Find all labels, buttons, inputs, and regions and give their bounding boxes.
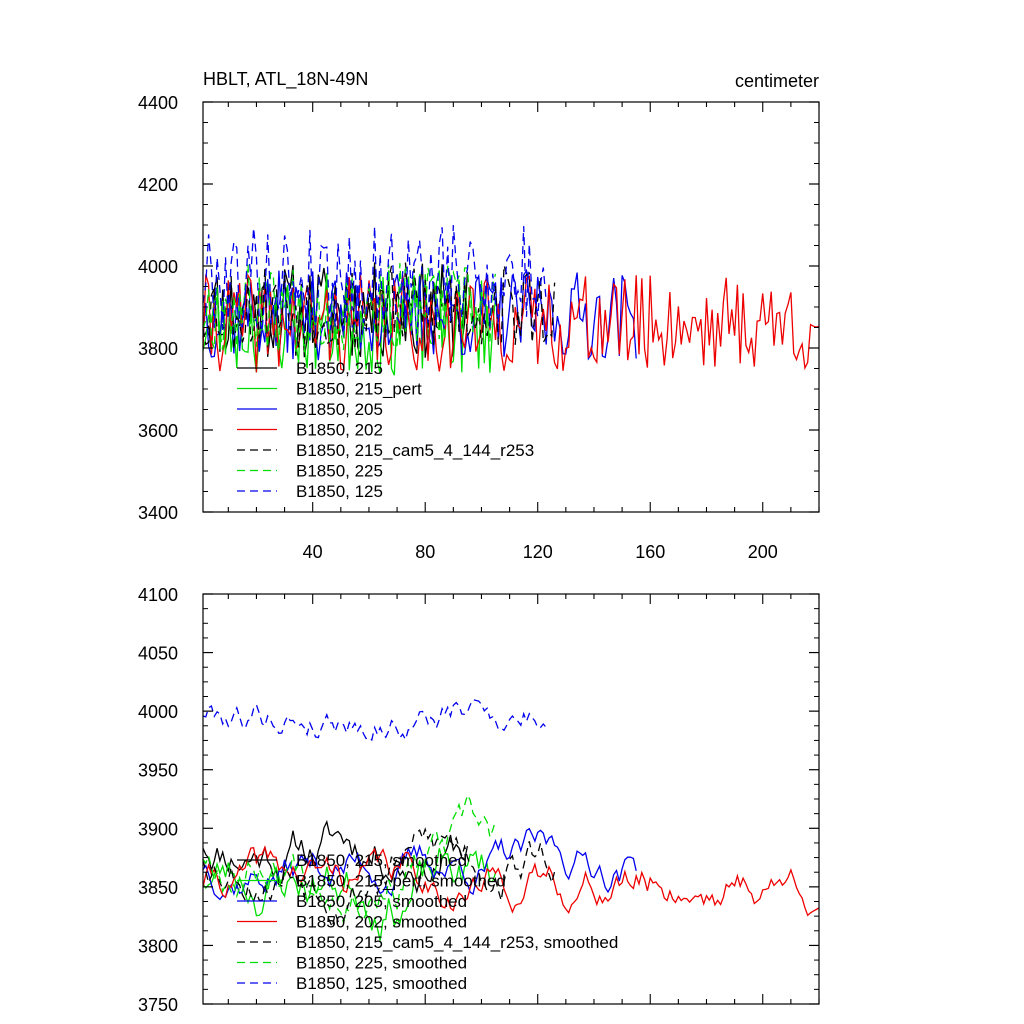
legend-label: B1850, 215, smoothed [296,851,467,870]
series-line-top-5 [202,263,497,353]
top-panel-title: HBLT, ATL_18N-49N [203,69,368,90]
series-line-bottom-1 [202,848,497,941]
y-tick-label: 3950 [138,761,178,781]
legend-label: B1850, 215_pert, smoothed [296,872,506,891]
y-tick-label: 3850 [138,878,178,898]
top-panel: HBLT, ATL_18N-49N centimeter 3400 3600 380… [138,69,820,562]
top-panel-series [202,225,820,376]
y-tick-label: 4000 [138,257,178,277]
legend-label: B1850, 125 [296,482,383,501]
bottom-panel-axes: 3750 3800 3850 3900 3950 4000 4050 4100 [138,585,820,1015]
legend-label: B1850, 202 [296,421,383,440]
x-tick-label: 200 [748,542,778,562]
bottom-panel: 3750 3800 3850 3900 3950 4000 4050 4100 B1850, … [138,585,820,1015]
legend-label: B1850, 225 [296,462,383,481]
x-tick-label: 120 [523,542,553,562]
legend-label: B1850, 215_cam5_4_144_r253, smoothed [296,933,618,952]
y-tick-label: 3400 [138,503,178,523]
series-line-bottom-6 [202,698,547,742]
y-tick-label: 4000 [138,702,178,722]
y-tick-label: 3600 [138,421,178,441]
series-line-bottom-5 [202,793,497,924]
series-line-bottom-3 [202,845,820,917]
top-panel-units: centimeter [735,71,819,91]
y-tick-label: 3900 [138,819,178,839]
legend-label: B1850, 215_cam5_4_144_r253 [296,441,534,460]
legend-label: B1850, 202, smoothed [296,913,467,932]
x-tick-label: 160 [635,542,665,562]
x-tick-label: 40 [303,542,323,562]
series-line-bottom-2 [202,827,637,901]
y-tick-label: 3800 [138,936,178,956]
y-tick-label: 3750 [138,995,178,1015]
y-tick-label: 4050 [138,644,178,664]
legend-label: B1850, 215_pert [296,380,422,399]
series-line-top-3 [202,273,820,373]
legend-label: B1850, 125, smoothed [296,974,467,993]
legend-label: B1850, 205 [296,400,383,419]
legend-label: B1850, 225, smoothed [296,954,467,973]
x-tick-label: 80 [415,542,435,562]
series-line-top-6 [202,225,547,332]
bottom-panel-legend: B1850, 215, smoothed B1850, 215_pert, smo… [237,851,618,993]
y-tick-label: 4400 [138,93,178,113]
y-tick-label: 4200 [138,175,178,195]
y-tick-label: 3800 [138,339,178,359]
legend-label: B1850, 215 [296,359,383,378]
top-panel-axes: 3400 3600 3800 4000 4200 4400 40 80 120 160 200 [138,93,820,562]
legend-label: B1850, 205, smoothed [296,892,467,911]
y-tick-label: 4100 [138,585,178,605]
